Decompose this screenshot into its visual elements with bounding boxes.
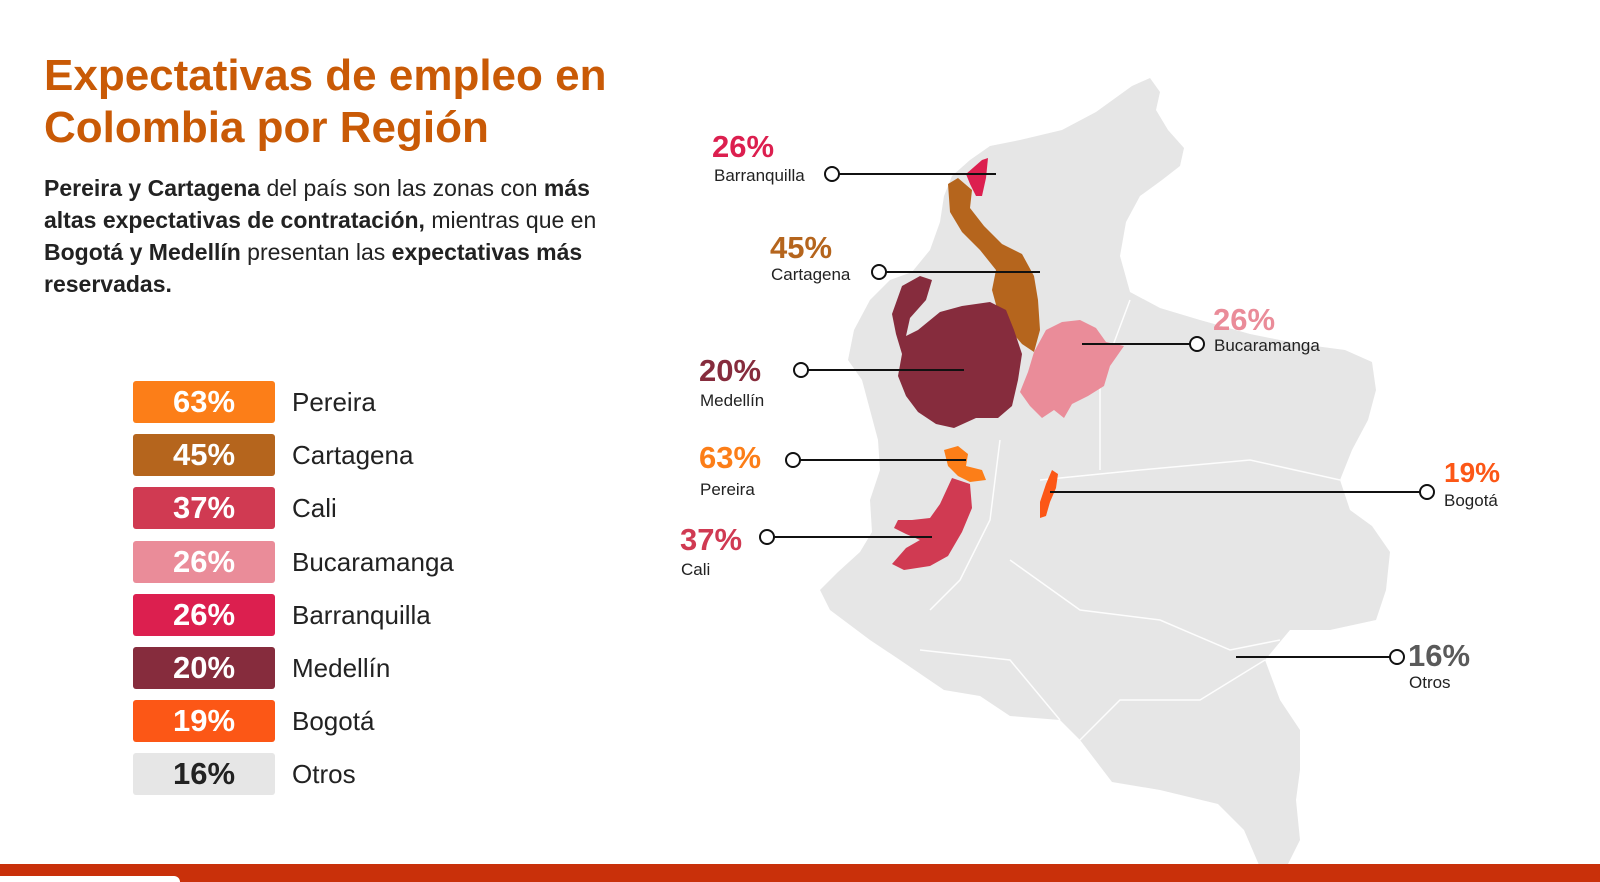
legend-row-barranquilla: 26% Barranquilla [133,594,553,636]
leader-dot-bucaramanga [1189,336,1205,352]
callout-bogota: 19% Bogotá [1050,457,1500,510]
callout-name-bucaramanga: Bucaramanga [1214,336,1320,355]
region-bogota [1040,470,1058,518]
title-line-1: Expectativas de empleo en [44,51,607,100]
region-cartagena [948,178,1040,352]
legend-row-cali: 37% Cali [133,487,553,529]
leader-dot-barranquilla [824,166,840,182]
legend-chip-bogota: 19% [133,700,275,742]
callout-pereira: 63% Pereira [699,440,966,499]
map-country-outline [820,78,1390,872]
intro-paragraph: Pereira y Cartagena del país son las zon… [44,172,604,300]
callout-cali: 37% Cali [680,522,932,579]
callout-otros: 16% Otros [1236,638,1470,692]
page-title: Expectativas de empleo en Colombia por R… [44,50,704,154]
callout-name-barranquilla: Barranquilla [714,166,805,185]
legend-chip-bucaramanga: 26% [133,541,275,583]
region-barranquilla [966,158,988,196]
legend-label-otros: Otros [292,759,356,789]
intro-bold-2: más altas expectativas de contratación, [44,175,590,233]
intro-text-3: presentan las [240,239,392,265]
map-region-line-3 [1039,459,1341,481]
callout-bucaramanga: 26% Bucaramanga [1082,302,1320,355]
callout-pct-otros: 16% [1408,638,1470,673]
callout-pct-cali: 37% [680,522,742,557]
leader-dot-cali [759,529,775,545]
leader-dot-bogota [1419,484,1435,500]
callout-name-cali: Cali [681,560,710,579]
map-region-line-6 [1079,659,1266,741]
legend-row-bucaramanga: 26% Bucaramanga [133,541,553,583]
callout-pct-barranquilla: 26% [712,129,774,164]
bottom-brand-bar [0,864,1600,882]
legend-label-cali: Cali [292,493,337,523]
callout-name-medellin: Medellín [700,391,764,410]
legend-row-bogota: 19% Bogotá [133,700,553,742]
legend-label-bucaramanga: Bucaramanga [292,547,454,577]
region-pereira [944,446,986,482]
legend-label-barranquilla: Barranquilla [292,600,431,630]
leader-dot-medellin [793,362,809,378]
callout-name-cartagena: Cartagena [771,265,851,284]
legend-row-medellin: 20% Medellín [133,647,553,689]
legend-label-cartagena: Cartagena [292,440,414,470]
region-medellin [892,276,1022,428]
legend-row-cartagena: 45% Cartagena [133,434,553,476]
callout-name-pereira: Pereira [700,480,755,499]
legend-row-pereira: 63% Pereira [133,381,553,423]
title-line-2: Colombia por Región [44,103,489,152]
legend-row-otros: 16% Otros [133,753,553,795]
map-region-line-4 [919,649,1061,721]
intro-bold-1: Pereira y Cartagena [44,175,261,201]
intro-text-2: mientras que en [424,207,597,233]
callout-pct-cartagena: 45% [770,230,832,265]
legend-chip-cali: 37% [133,487,275,529]
intro-text-1: del país son las zonas con [260,175,544,201]
callout-medellin: 20% Medellín [699,353,964,410]
legend-label-pereira: Pereira [292,387,376,417]
map-region-line-2 [1009,559,1281,651]
legend-chip-pereira: 63% [133,381,275,423]
region-cali [892,478,972,570]
callout-pct-bucaramanga: 26% [1213,302,1275,337]
legend-chip-otros: 16% [133,753,275,795]
leader-dot-cartagena [871,264,887,280]
callout-pct-pereira: 63% [699,440,761,475]
callout-pct-bogota: 19% [1444,457,1500,488]
intro-bold-4: expectativas más reservadas. [44,239,583,297]
legend-chip-barranquilla: 26% [133,594,275,636]
bottom-brand-tab [0,876,180,882]
callout-name-otros: Otros [1409,673,1451,692]
legend-label-bogota: Bogotá [292,706,375,736]
callout-pct-medellin: 20% [699,353,761,388]
map-region-line-1 [929,439,1001,611]
leader-dot-pereira [785,452,801,468]
leader-dot-otros [1389,649,1405,665]
legend-chip-medellin: 20% [133,647,275,689]
legend-label-medellin: Medellín [292,653,391,683]
callout-name-bogota: Bogotá [1444,491,1498,510]
legend-chip-cartagena: 45% [133,434,275,476]
intro-bold-3: Bogotá y Medellín [44,239,241,265]
callout-cartagena: 45% Cartagena [770,230,1040,284]
callout-barranquilla: 26% Barranquilla [712,129,996,185]
